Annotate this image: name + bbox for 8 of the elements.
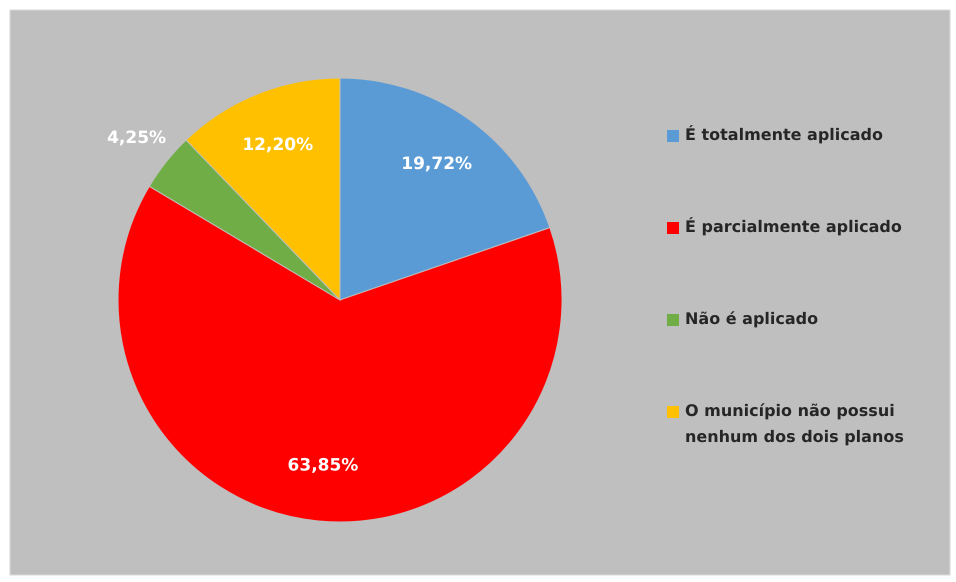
legend-label: É parcialmente aplicado xyxy=(685,217,902,236)
data-label: 63,85% xyxy=(288,455,358,476)
legend-label: O município não possui nenhum dos dois planos xyxy=(685,401,904,446)
legend-label: É totalmente aplicado xyxy=(685,125,884,144)
data-label: 4,25% xyxy=(107,128,166,148)
data-label: 19,72% xyxy=(401,154,472,174)
data-label: 12,20% xyxy=(242,135,314,156)
legend-label: Não é aplicado xyxy=(685,309,818,328)
